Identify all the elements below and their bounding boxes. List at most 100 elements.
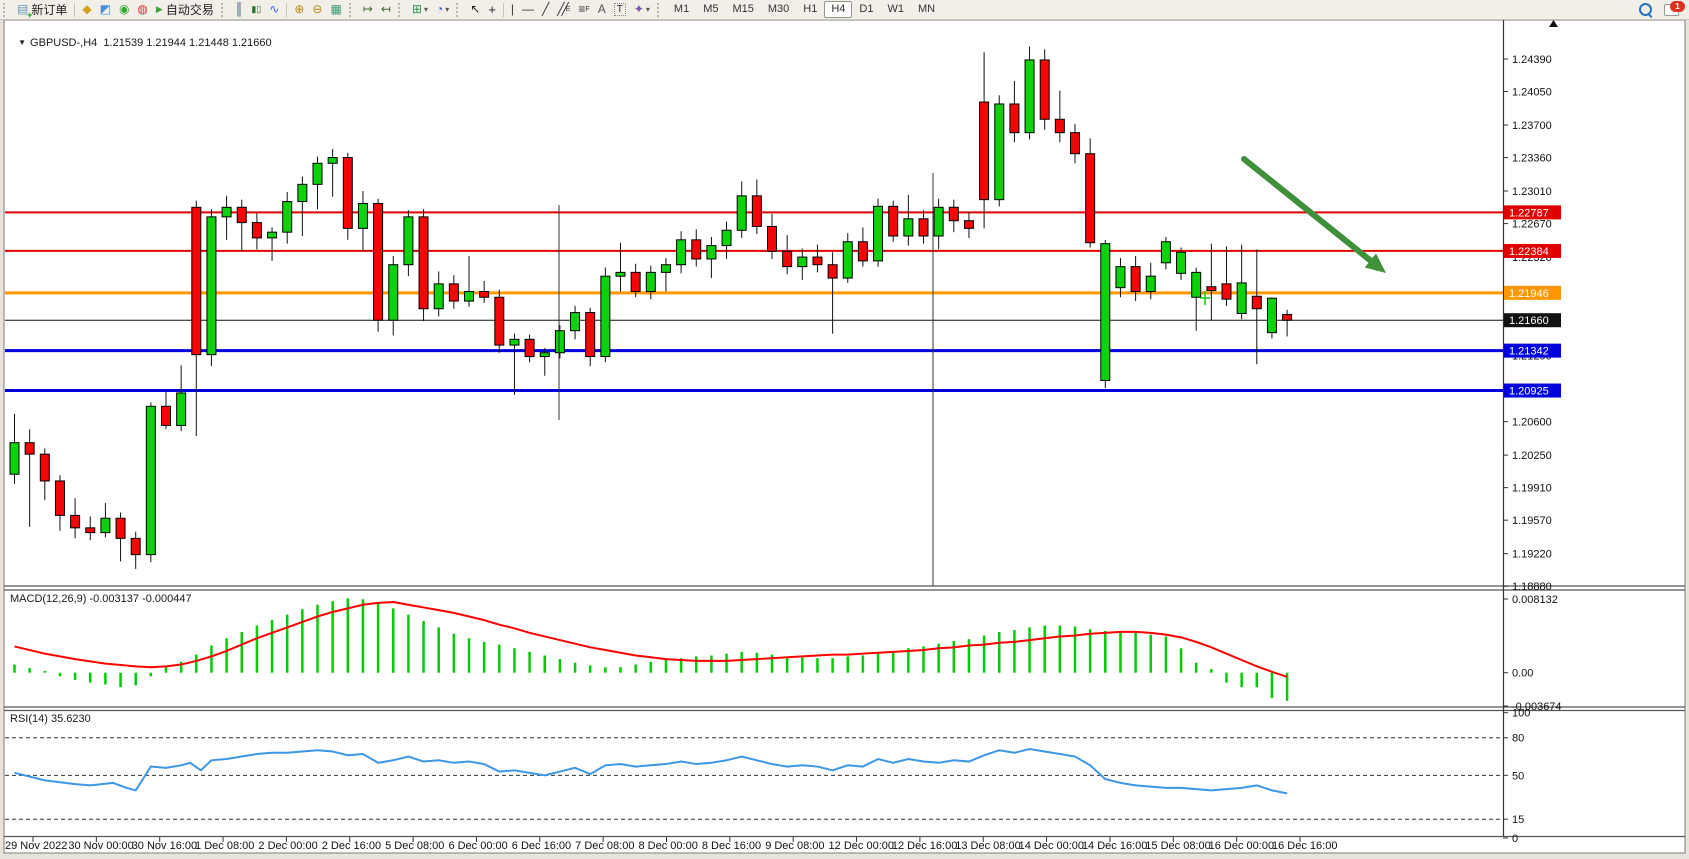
cursor-button[interactable]: ↖ [466,1,484,18]
rsi-scale-label: 50 [1512,770,1524,782]
horizontal-line-icon: — [522,2,535,16]
time-axis-label: 16 Dec 16:00 [1272,840,1337,852]
bar-chart-icon: ║ [234,2,244,16]
candle [918,210,929,244]
line-chart-icon: ∿ [269,2,280,16]
horizontal-line-button[interactable]: — [518,1,538,18]
bar-chart-button[interactable]: ║ [231,1,248,18]
text-label-icon: T [613,3,626,16]
buy-marker-plus[interactable] [1200,291,1210,305]
new-chart-icon: ⊞ [411,2,422,16]
candle [70,498,81,539]
candle [933,198,944,250]
trend-arrow-annotation[interactable] [1241,156,1386,273]
candle [1251,249,1262,365]
crosshair-button[interactable]: + [484,1,500,18]
candle [797,248,808,281]
time-axis-label: 8 Dec 16:00 [702,840,761,852]
time-axis-label: 14 Dec 00:00 [1019,840,1084,852]
timeframe-m1[interactable]: M1 [673,3,690,15]
candle [1221,246,1232,306]
candle [767,214,777,259]
new-chart-button[interactable]: ⊞ ▾ [411,2,428,16]
timeframe-mn[interactable]: MN [917,3,936,15]
rsi-indicator-label: RSI(14) 35.6230 [10,713,91,725]
price-tick-label: 1.23010 [1512,186,1552,198]
vertical-line-button[interactable]: | [507,1,518,18]
time-axis-label: 1 Dec 08:00 [195,840,254,852]
time-axis-label: 15 Dec 08:00 [1145,840,1210,852]
price-tick-label: 1.24050 [1512,87,1552,99]
channel-button[interactable]: ╱╱ E [557,2,571,16]
brush-button[interactable]: ◆ [78,1,95,18]
svg-text:1.21342: 1.21342 [1509,346,1549,358]
text-button[interactable]: A [594,1,610,18]
signals-button[interactable]: ◉ [115,1,133,18]
candle [479,280,490,303]
fibonacci-icon: ≡ [578,2,586,16]
candle [403,210,414,277]
time-axis-label: 30 Nov 00:00 [68,840,133,852]
ohlc-values: 1.21539 1.21944 1.21448 1.21660 [103,37,272,49]
svg-text:1.22384: 1.22384 [1509,246,1549,258]
time-axis-label: 9 Dec 08:00 [765,840,824,852]
zoom-out-button[interactable]: ⊖ [308,1,326,18]
price-tag-1.20925: 1.20925 [1504,383,1561,398]
toolbar: ▤ + 新订单 ◆ ◩ ◉ ◍ ▶ 自动交易 ║ ▮▯ ∿ ⊕ ⊖ ▦ ↦ ↤ ⊞… [0,0,1689,20]
search-icon[interactable] [1639,3,1652,16]
fibonacci-button[interactable]: ≡ F [578,2,590,16]
market-button[interactable]: ◍ [133,1,151,18]
candle [130,531,141,569]
chart-shift-button[interactable]: ↤ [377,1,395,18]
toolbar-grip [3,2,10,17]
zoom-in-button[interactable]: ⊕ [290,1,308,18]
time-axis-label: 16 Dec 00:00 [1209,840,1274,852]
tile-windows-button[interactable]: ▦ [326,1,345,18]
timeframe-d1[interactable]: D1 [859,3,874,15]
rsi-panel: 100 80 50 15 0 [5,708,1530,845]
candle [615,242,626,292]
candle [1282,309,1293,337]
price-tick-label: 1.23360 [1512,153,1552,165]
candle [418,209,429,322]
time-axis-label: 30 Nov 16:00 [132,840,197,852]
timeframe-h1[interactable]: H1 [803,3,818,15]
publish-button[interactable]: ◩ [96,1,115,18]
candle [327,148,338,197]
timeframe-h4[interactable]: H4 [824,1,853,18]
auto-scroll-button[interactable]: ↦ [359,1,377,18]
rsi-scale-label: 0 [1512,833,1518,845]
chat-icon[interactable]: 1 [1664,0,1685,16]
arrow-objects-button[interactable]: ✦ ▾ [633,2,650,16]
candle [54,475,65,531]
candle [736,181,747,238]
time-axis-label: 6 Dec 16:00 [512,840,571,852]
candle [979,52,990,229]
timeframe-m30[interactable]: M30 [767,3,790,15]
line-chart-button[interactable]: ∿ [265,1,283,18]
macd-scale-label: 0.008132 [1512,594,1558,606]
time-axis-label: 13 Dec 08:00 [955,840,1020,852]
candle [282,191,293,244]
timeframe-m15[interactable]: M15 [732,3,754,15]
trendline-button[interactable]: ╱ [538,1,553,18]
chart-plot-area[interactable] [5,21,1503,586]
period-button[interactable]: ◔ ▾ [436,2,450,16]
autotrade-button[interactable]: ▶ 自动交易 [152,1,218,18]
candle [1191,267,1202,331]
timeframe-m5[interactable]: M5 [703,3,719,15]
candle [1085,138,1096,248]
candle [1039,49,1050,130]
candle [600,267,611,363]
chart-shift-icon: ↤ [380,2,391,16]
publish-icon: ◩ [99,2,111,16]
text-label-button[interactable]: T [610,1,630,18]
candlestick-button[interactable]: ▮▯ [247,1,265,18]
new-order-button[interactable]: ▤ + 新订单 [13,1,71,20]
candle [539,347,550,376]
candle [1236,244,1247,320]
symbol-name: GBPUSD-,H4 [30,37,98,49]
svg-text:1.21946: 1.21946 [1509,288,1549,300]
timeframe-w1[interactable]: W1 [887,3,904,15]
